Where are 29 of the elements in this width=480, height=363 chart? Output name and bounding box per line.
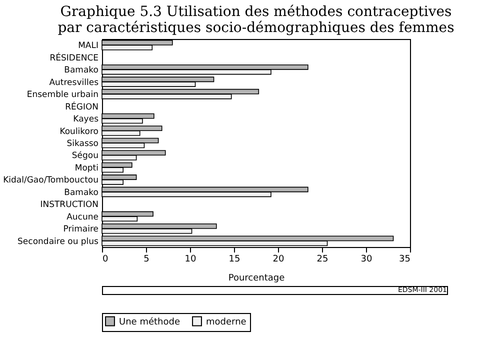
y-tick-label: Primaire — [63, 224, 98, 235]
y-tick-label: Autresvilles — [49, 78, 100, 88]
chart-title: Graphique 5.3 Utilisation des méthodes contraceptives par caractéristiques socio-démographiques des femmes — [58, 4, 454, 36]
y-tick-label: Kayes — [73, 114, 100, 125]
y-tick-label: Mopti — [74, 163, 98, 174]
y-tick-label: RÉGION — [65, 101, 98, 112]
y-tick-label: MALI — [78, 41, 98, 52]
y-tick-label: Bamako — [64, 188, 98, 198]
y-tick-label: Sikasso — [66, 139, 98, 149]
y-tick-label: Secondaire ou plus — [18, 236, 100, 247]
y-tick-label: Kidal/Gao/Tombouctou — [3, 176, 98, 186]
y-tick-label: Koulikoro — [60, 126, 98, 137]
y-tick-label: INSTRUCTION — [40, 200, 98, 210]
legend-label: moderne — [206, 317, 247, 328]
y-tick-label: Ségou — [72, 151, 98, 162]
x-tick-label: 35 — [399, 254, 410, 264]
x-tick-label: 15 — [228, 254, 240, 264]
x-axis-title: Pourcentage — [228, 274, 286, 284]
x-tick-label: 25 — [316, 254, 328, 264]
y-tick-label: RÉSIDENCE — [50, 52, 98, 64]
x-tick-label: 30 — [360, 254, 372, 264]
x-tick-label: 5 — [144, 254, 150, 264]
legend-label: Une méthode — [119, 316, 180, 328]
x-tick-label: 10 — [184, 254, 196, 264]
y-tick-label: Bamako — [64, 66, 98, 76]
y-tick-label: Ensemble urbain — [26, 90, 98, 100]
x-tick-label: 20 — [272, 254, 284, 264]
x-tick-label: 0 — [102, 254, 108, 264]
y-tick-label: Aucune — [66, 212, 98, 222]
